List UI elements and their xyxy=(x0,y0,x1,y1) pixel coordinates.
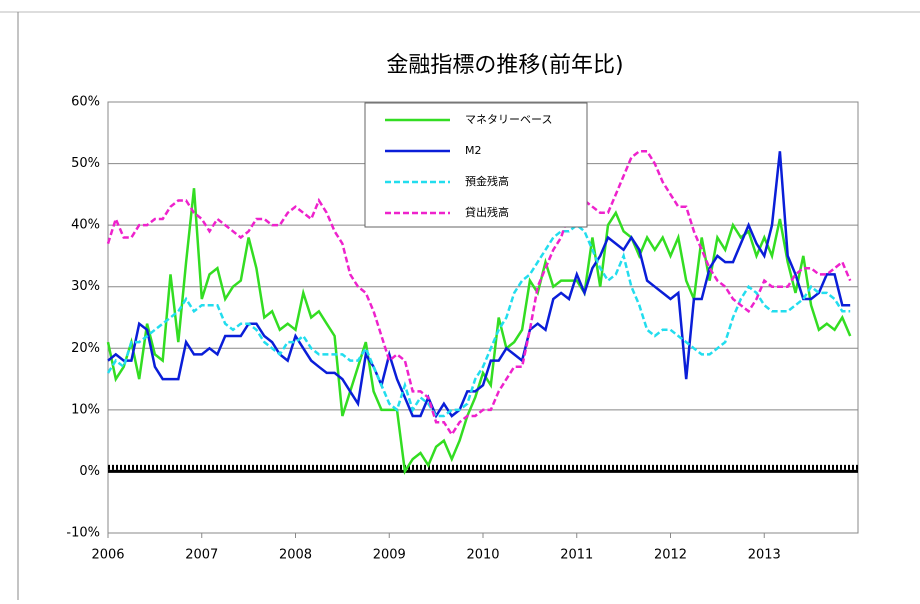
series-line xyxy=(106,150,852,437)
x-tick-label: 2008 xyxy=(279,548,312,563)
y-tick-label: 60% xyxy=(71,95,100,110)
y-tick-label: 50% xyxy=(71,156,100,171)
legend-label: 預金残高 xyxy=(465,174,509,188)
y-tick-label: 10% xyxy=(71,402,100,417)
legend-box xyxy=(364,102,588,228)
y-tick-label: 20% xyxy=(71,341,100,356)
x-tick-label: 2011 xyxy=(560,548,593,563)
legend-label: 貸出残高 xyxy=(465,205,509,219)
series-line xyxy=(106,188,852,475)
y-tick-label: 40% xyxy=(71,218,100,233)
y-tick-label: 0% xyxy=(79,464,100,479)
series-line xyxy=(106,223,851,418)
x-tick-label: 2009 xyxy=(373,548,406,563)
x-tick-label: 2012 xyxy=(654,548,687,563)
chart-title: 金融指標の推移(前年比) xyxy=(386,53,623,78)
legend-label: マネタリーベース xyxy=(465,113,552,126)
y-tick-label: 30% xyxy=(71,279,100,294)
x-tick-label: 2006 xyxy=(91,548,124,563)
series-line xyxy=(107,151,851,419)
legend-label: M2 xyxy=(465,144,482,157)
x-tick-label: 2010 xyxy=(466,548,499,563)
y-tick-label: -10% xyxy=(66,526,100,541)
x-tick-label: 2007 xyxy=(185,548,218,563)
x-tick-label: 2013 xyxy=(748,548,781,563)
